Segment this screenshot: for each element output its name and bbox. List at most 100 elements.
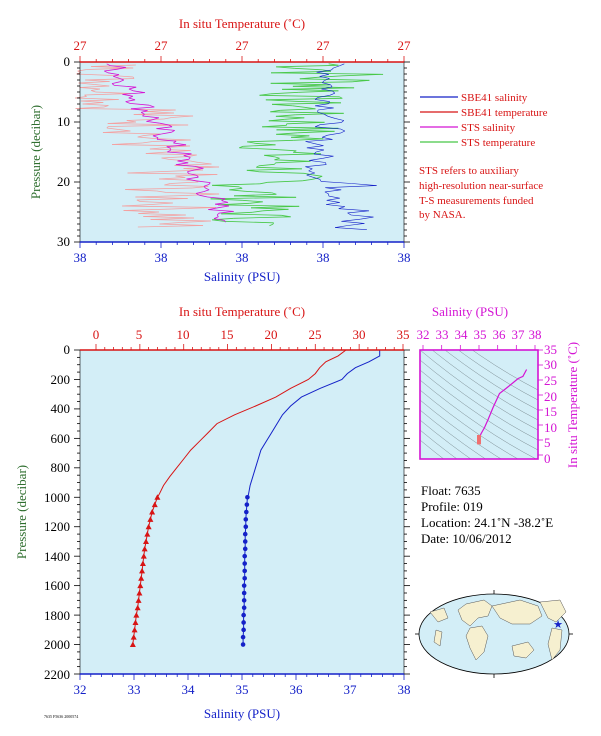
ts-temp-tick-label: 10: [544, 420, 557, 435]
salinity-sample-marker: [241, 605, 247, 611]
sts-temperature-trace: [212, 184, 240, 188]
sts-salinity-trace: [104, 68, 118, 72]
sts-salinity-trace: [128, 97, 136, 101]
sts-salinity-trace: [111, 81, 120, 84]
sts-temperature-trace: [270, 82, 330, 86]
sts-temperature-trace: [268, 120, 325, 123]
sts-salinity-trace: [175, 162, 189, 165]
sbe41-salinity-trace: [322, 155, 334, 159]
sts-temperature-trace: [275, 114, 296, 117]
sbe41-salinity-trace: [324, 113, 329, 117]
sts-temperature-trace: [270, 111, 344, 114]
top-sal-tick-label: 38: [236, 250, 249, 265]
density-contour: [420, 369, 538, 451]
sts-salinity-trace: [128, 86, 137, 90]
top-panel: In situ Temperature (˚C) Salinity (PSU) …: [28, 16, 411, 284]
main-pressure-tick-label: 600: [51, 431, 71, 446]
temperature-sample-marker: [145, 523, 152, 530]
top-panel-xlabel: Salinity (PSU): [204, 269, 280, 284]
sts-temperature-trace: [265, 97, 343, 101]
sts-salinity-trace: [113, 76, 120, 79]
map-land-africa: [465, 625, 489, 661]
sts-salinity-trace: [104, 70, 109, 74]
sts-salinity-trace: [186, 178, 196, 182]
sbe41-salinity-trace: [314, 124, 321, 128]
footer-text: 7635 F5636 2000574: [44, 714, 78, 719]
sbe41-temperature-trace: [82, 103, 109, 106]
sts-salinity-trace: [107, 72, 120, 75]
temperature-sample-marker: [131, 626, 138, 633]
sts-salinity-trace: [161, 131, 172, 135]
sts-salinity-trace: [125, 99, 136, 102]
map-land-south-america-west: [433, 629, 443, 647]
main-sal-tick-label: 38: [398, 682, 411, 697]
top-panel-background: [80, 62, 404, 242]
sts-salinity-trace: [156, 128, 175, 131]
sbe41-temperature-trace: [150, 219, 211, 222]
salinity-sample-marker: [240, 634, 246, 640]
temperature-sample-marker: [151, 501, 158, 508]
sts-salinity-trace: [110, 65, 126, 68]
sts-temperature-trace: [342, 73, 384, 77]
sts-temperature-trace: [270, 72, 384, 75]
map-land-south-america: [547, 627, 563, 661]
salinity-sample-marker: [242, 568, 247, 574]
sbe41-temperature-trace: [161, 156, 189, 159]
sts-temperature-trace: [318, 175, 323, 179]
sts-temperature-trace: [264, 153, 321, 156]
main-pressure-tick-label: 1400: [44, 549, 70, 564]
sts-salinity-trace: [128, 88, 134, 92]
sbe41-salinity-trace: [360, 216, 374, 220]
sts-salinity-trace: [113, 74, 120, 77]
legend-note-line: STS refers to auxiliary: [419, 165, 519, 177]
sbe41-temperature-trace: [142, 141, 153, 144]
sts-temperature-trace: [246, 169, 260, 173]
sbe41-temperature-trace: [163, 117, 172, 120]
sts-temperature-trace: [276, 133, 310, 137]
sbe41-temperature-trace: [135, 196, 188, 199]
sts-temperature-trace: [270, 91, 299, 95]
sts-salinity-trace: [140, 112, 145, 115]
sts-temperature-trace: [233, 195, 297, 198]
sts-temperature-trace: [274, 159, 311, 162]
sbe41-temperature-trace: [137, 136, 155, 139]
sts-salinity-trace: [166, 144, 187, 147]
ts-ylabel: In situ Temperature (˚C): [565, 342, 580, 468]
profile-date: Date: 10/06/2012: [421, 531, 512, 546]
sbe41-salinity-trace: [313, 153, 334, 157]
sbe41-salinity-trace: [308, 168, 313, 172]
top-sal-tick-label: 38: [155, 250, 168, 265]
legend-note-line: T-S measurements funded: [419, 195, 534, 207]
legend-note-line: by NASA.: [419, 209, 466, 221]
sbe41-salinity-trace: [309, 160, 326, 163]
sbe41-temperature-trace: [77, 69, 87, 72]
sts-temperature-trace: [276, 132, 298, 135]
sbe41-salinity-trace: [324, 191, 329, 195]
density-contour: [457, 350, 538, 401]
sbe41-temperature-trace: [136, 199, 141, 202]
location-map: ★: [415, 590, 573, 678]
ts-sal-tick-label: 36: [493, 327, 507, 342]
sts-temperature-trace: [262, 208, 289, 212]
density-contour: [420, 439, 445, 459]
sbe41-temperature-trace: [188, 154, 197, 157]
sbe41-temperature-trace: [167, 150, 191, 153]
sbe41-salinity-trace: [328, 101, 330, 104]
sbe41-salinity-trace: [305, 166, 313, 170]
sbe41-salinity-trace: [316, 149, 324, 153]
density-contour: [420, 409, 486, 459]
float-location-marker: ★: [553, 619, 563, 631]
sts-salinity-trace: [215, 203, 229, 207]
sbe41-salinity-trace: [312, 176, 320, 180]
temperature-sample-marker: [147, 516, 154, 522]
temperature-sample-marker: [132, 619, 139, 625]
sbe41-temperature-trace: [171, 115, 194, 118]
sts-salinity-trace: [218, 211, 234, 214]
sts-salinity-trace: [203, 189, 210, 192]
sbe41-salinity-trace: [306, 172, 315, 176]
sts-salinity-trace: [129, 103, 150, 106]
sts-salinity-trace: [152, 135, 159, 138]
ts-temp-tick-label: 35: [544, 342, 557, 357]
sbe41-temperature-trace: [79, 85, 110, 88]
sbe41-salinity-trace: [319, 179, 322, 182]
